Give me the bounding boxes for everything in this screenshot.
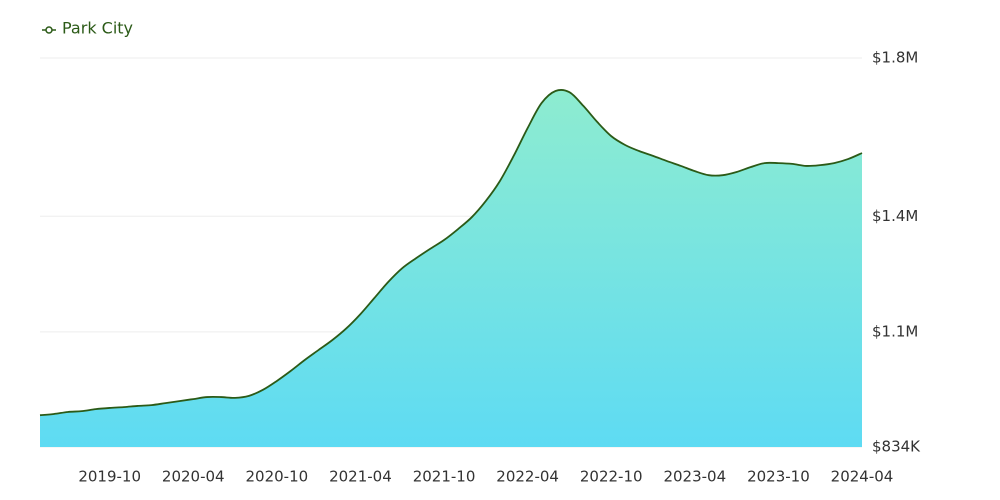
y-tick-label: $1.1M [872, 322, 918, 340]
area-fill [40, 89, 862, 447]
legend: Park City [42, 19, 133, 38]
x-tick-label: 2024-04 [831, 468, 894, 486]
y-tick-label: $1.4M [872, 207, 918, 225]
x-tick-label: 2022-10 [580, 468, 643, 486]
legend-marker [45, 26, 53, 34]
x-tick-label: 2021-10 [413, 468, 476, 486]
x-tick-label: 2020-10 [246, 468, 309, 486]
x-tick-label: 2020-04 [162, 468, 225, 486]
x-tick-label: 2023-10 [747, 468, 810, 486]
area-line [39, 89, 863, 417]
x-tick-label: 2022-04 [496, 468, 559, 486]
x-tick-label: 2023-04 [663, 468, 726, 486]
x-tick-label: 2021-04 [329, 468, 392, 486]
y-tick-label: $834K [872, 438, 921, 456]
legend-label: Park City [62, 19, 133, 38]
x-tick-label: 2019-10 [78, 468, 141, 486]
y-tick-label: $1.8M [872, 49, 918, 67]
